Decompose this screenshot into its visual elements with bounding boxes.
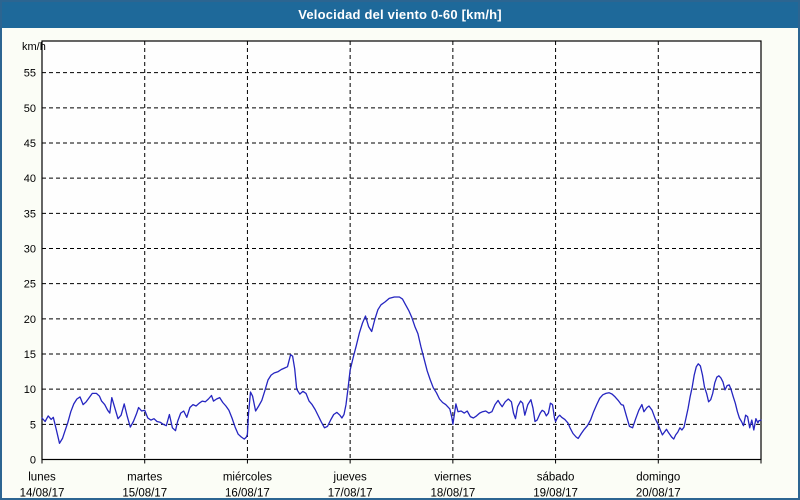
x-day-date-label: 20/08/17 xyxy=(636,488,681,499)
x-day-name-label: jueves xyxy=(333,472,367,484)
y-tick-label: 0 xyxy=(30,455,36,467)
chart-region: km/h 0 5 10 15 20 25 30 35 40 45 50 55 lunes 14/08/17… xyxy=(2,28,798,498)
series-line xyxy=(41,296,762,444)
x-day-date-label: 17/08/17 xyxy=(328,488,373,499)
y-tick-label: 5 xyxy=(30,419,36,431)
y-tick-label: 25 xyxy=(24,279,36,291)
x-day-date-label: 19/08/17 xyxy=(533,488,578,499)
x-day-name-label: viernes xyxy=(434,472,471,484)
chart-title-bar: Velocidad del viento 0-60 [km/h] xyxy=(2,2,798,28)
x-day-date-label: 16/08/17 xyxy=(225,488,270,499)
y-tick-label: 20 xyxy=(24,314,36,326)
x-day-name-label: lunes xyxy=(28,472,56,484)
x-day-date-label: 15/08/17 xyxy=(122,488,167,499)
x-day-date-label: 18/08/17 xyxy=(430,488,475,499)
y-axis-unit-label: km/h xyxy=(22,41,46,53)
chart-title: Velocidad del viento 0-60 [km/h] xyxy=(298,7,502,22)
y-tick-label: 35 xyxy=(24,208,36,220)
y-tick-label: 55 xyxy=(24,68,36,80)
x-day-name-label: sábado xyxy=(537,472,575,484)
x-day-name-label: miércoles xyxy=(223,472,272,484)
x-day-name-label: domingo xyxy=(636,472,680,484)
x-day-date-label: 14/08/17 xyxy=(20,488,65,499)
y-tick-label: 10 xyxy=(24,384,36,396)
wind-speed-line-chart: 0 5 10 15 20 25 30 35 40 45 50 55 lunes 14/08/17 marte… xyxy=(20,40,762,499)
y-tick-label: 40 xyxy=(24,173,36,185)
y-tick-label: 15 xyxy=(24,349,36,361)
y-tick-label: 45 xyxy=(24,138,36,150)
y-tick-label: 50 xyxy=(24,103,36,115)
y-tick-label: 30 xyxy=(24,243,36,255)
x-day-name-label: martes xyxy=(127,472,162,484)
plot-area xyxy=(41,40,762,461)
